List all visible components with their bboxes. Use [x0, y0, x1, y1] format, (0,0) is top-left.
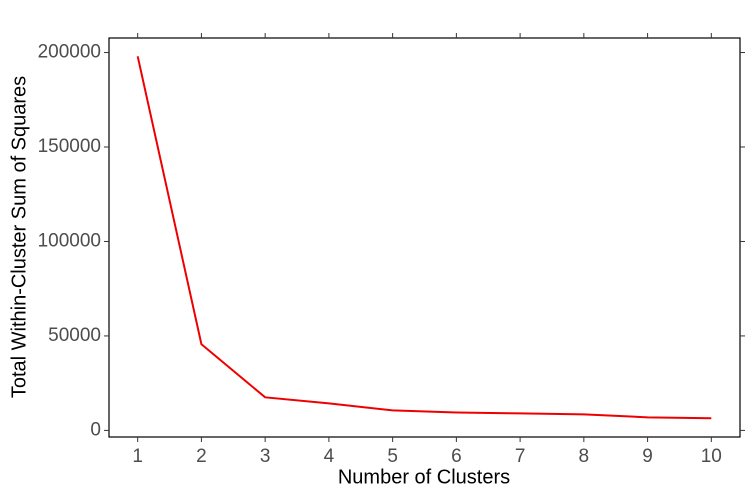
x-tick-label: 8 [579, 446, 590, 467]
x-tick-label: 6 [451, 446, 462, 467]
x-tick-label: 9 [642, 446, 653, 467]
y-tick-label: 150000 [38, 136, 101, 157]
y-tick-label: 50000 [48, 325, 101, 346]
x-tick-label: 4 [324, 446, 335, 467]
y-tick-label: 100000 [38, 230, 101, 251]
plot-panel [108, 37, 741, 438]
y-tick-label: 0 [90, 419, 101, 440]
x-tick-label: 5 [387, 446, 398, 467]
x-tick-label: 10 [701, 446, 722, 467]
line [136, 56, 712, 420]
x-tick-label: 2 [196, 446, 207, 467]
x-tick-label: 3 [260, 446, 271, 467]
y-tick-label: 200000 [38, 42, 101, 63]
x-tick-label: 1 [132, 446, 143, 467]
x-tick-label: 7 [515, 446, 526, 467]
y-axis-label: Total Within-Cluster Sum of Squares [8, 76, 30, 398]
x-axis-label: Number of Clusters [338, 466, 510, 488]
